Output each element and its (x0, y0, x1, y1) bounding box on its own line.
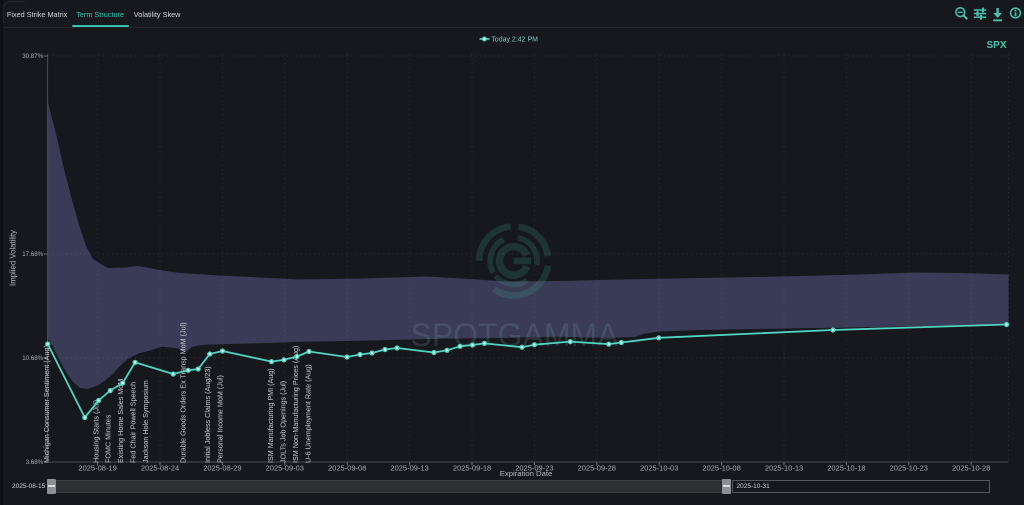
svg-text:FOMC Minutes: FOMC Minutes (103, 414, 112, 463)
svg-text:17.68%: 17.68% (22, 251, 43, 258)
svg-text:2025-08-19: 2025-08-19 (78, 464, 116, 473)
svg-text:3.68%: 3.68% (26, 459, 44, 466)
svg-text:Michigan Consumer Sentiment (A: Michigan Consumer Sentiment (Aug) (42, 345, 51, 463)
svg-text:Implied Volatility: Implied Volatility (9, 230, 18, 286)
svg-text:ISM Non-Manufacturing Prices (: ISM Non-Manufacturing Prices (Aug) (291, 346, 300, 463)
svg-text:2025-10-03: 2025-10-03 (640, 464, 678, 473)
svg-text:2025-10-13: 2025-10-13 (765, 464, 803, 473)
svg-text:ISM Manufacturing PMI (Aug): ISM Manufacturing PMI (Aug) (266, 368, 275, 463)
svg-text:2025-10-23: 2025-10-23 (890, 464, 928, 473)
svg-text:2025-09-28: 2025-09-28 (578, 464, 616, 473)
svg-text:2025-08-24: 2025-08-24 (141, 464, 179, 473)
svg-text:U-6 Unemployment Rate (Aug): U-6 Unemployment Rate (Aug) (303, 364, 312, 463)
svg-text:2025-09-23: 2025-09-23 (515, 464, 553, 473)
svg-text:2025-08-29: 2025-08-29 (203, 464, 241, 473)
svg-text:Today 2:42 PM: Today 2:42 PM (491, 37, 538, 44)
svg-text:2025-09-03: 2025-09-03 (266, 464, 304, 473)
svg-text:Durable Goods Orders Ex Transp: Durable Goods Orders Ex Transp MoM (Jul) (178, 322, 187, 463)
svg-text:2025-09-13: 2025-09-13 (390, 464, 428, 473)
svg-text:Initial Jobless Claims (Aug/23: Initial Jobless Claims (Aug/23) (203, 366, 212, 463)
svg-text:2025-09-18: 2025-09-18 (453, 464, 491, 473)
svg-text:JOLTs Job Openings (Jul): JOLTs Job Openings (Jul) (278, 381, 287, 463)
svg-text:10.68%: 10.68% (22, 355, 43, 362)
svg-text:2025-09-08: 2025-09-08 (328, 464, 366, 473)
svg-text:30.87%: 30.87% (22, 53, 43, 60)
svg-text:2025-10-18: 2025-10-18 (827, 464, 865, 473)
svg-text:SPOTGAMMA: SPOTGAMMA (410, 317, 619, 353)
svg-text:SPX: SPX (986, 40, 1006, 51)
svg-text:Existing Home Sales MoM: Existing Home Sales MoM (116, 379, 125, 463)
svg-text:Fed Chair Powell Speech: Fed Chair Powell Speech (128, 382, 137, 463)
svg-text:Personal Income MoM (Jul): Personal Income MoM (Jul) (215, 375, 224, 463)
svg-text:2025-10-08: 2025-10-08 (702, 464, 740, 473)
svg-text:Expiration Date: Expiration Date (500, 469, 553, 478)
svg-text:2025-10-28: 2025-10-28 (952, 464, 990, 473)
svg-text:Jackson Hole Symposium: Jackson Hole Symposium (141, 380, 150, 463)
svg-text:Housing Starts (Jul): Housing Starts (Jul) (91, 400, 100, 463)
